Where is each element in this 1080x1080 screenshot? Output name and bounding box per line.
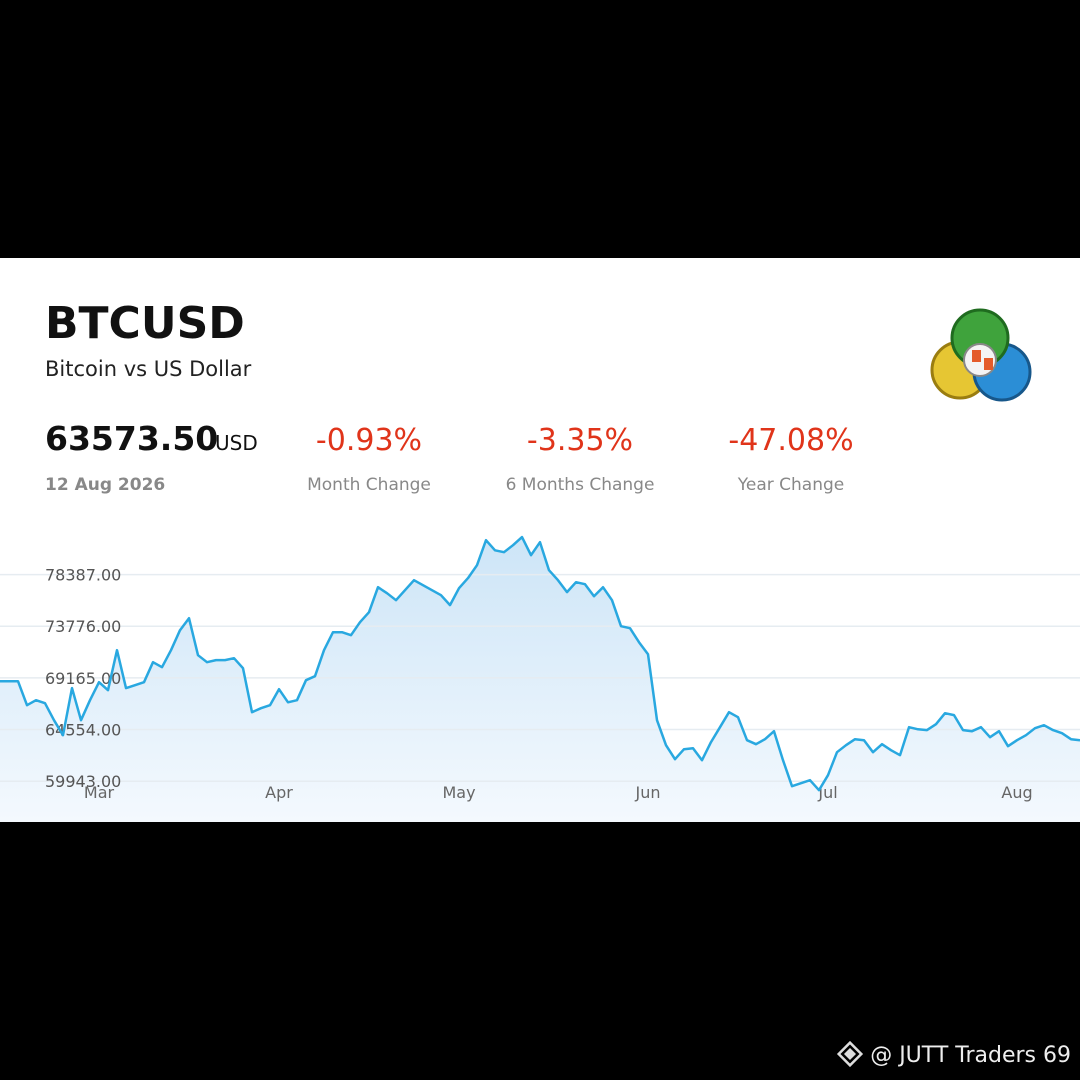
symbol: BTCUSD <box>45 298 245 349</box>
y-tick-label: 69165.00 <box>45 669 121 688</box>
currency: USD <box>215 431 258 455</box>
watermark-text: @ JUTT Traders 69 <box>870 1043 1071 1068</box>
x-tick-label: Mar <box>84 783 115 802</box>
y-tick-label: 59943.00 <box>45 772 121 791</box>
price-line <box>0 535 1080 792</box>
chart: 59943.0064554.0069165.0073776.0078387.00… <box>0 535 1080 822</box>
price: 63573.50 <box>45 419 218 458</box>
change-value: -0.93% <box>316 423 422 458</box>
change-label: Month Change <box>307 475 431 495</box>
logo <box>930 308 1032 402</box>
change-value: -47.08% <box>728 423 853 458</box>
x-tick-label: Apr <box>265 783 293 802</box>
symbol-name: Bitcoin vs US Dollar <box>45 357 252 381</box>
watermark: @ JUTT Traders 69 <box>836 1040 1071 1068</box>
y-tick-label: 73776.00 <box>45 617 121 636</box>
change-label: Year Change <box>737 475 844 495</box>
x-tick-label: Jul <box>817 783 837 802</box>
area <box>0 537 1080 822</box>
y-tick-label: 78387.00 <box>45 566 121 585</box>
quote-date: 12 Aug 2026 <box>45 475 165 495</box>
x-tick-label: Aug <box>1001 783 1032 802</box>
x-tick-label: May <box>442 783 475 802</box>
change-value: -3.35% <box>527 423 633 458</box>
change-label: 6 Months Change <box>506 475 655 495</box>
x-tick-label: Jun <box>635 783 661 802</box>
